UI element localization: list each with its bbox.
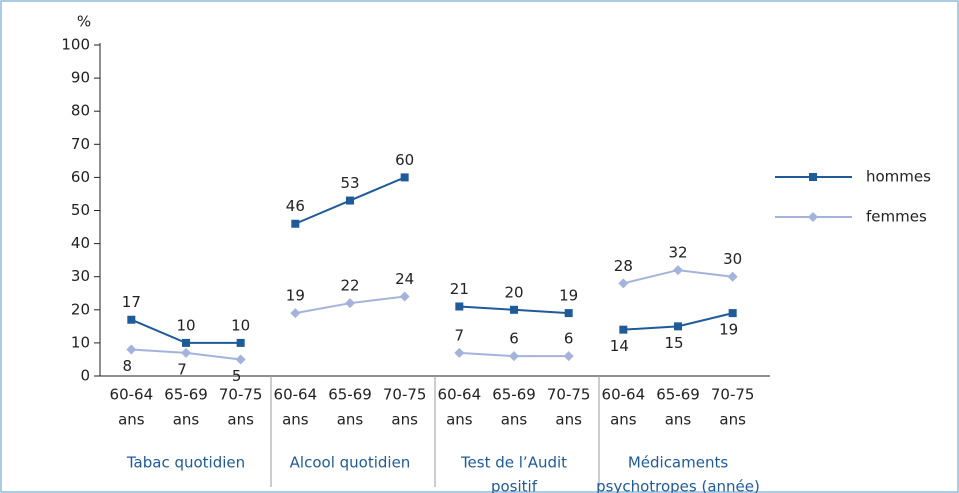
y-tick-label: 0 — [80, 367, 90, 385]
y-tick-label: 100 — [61, 36, 90, 54]
x-tick-label: ans — [118, 411, 145, 429]
y-tick-label: 40 — [71, 234, 90, 252]
marker — [727, 271, 738, 282]
marker — [346, 196, 354, 205]
legend-marker — [808, 212, 818, 222]
x-tick-label: 65-69 — [656, 386, 700, 404]
x-tick-label: 70-75 — [711, 386, 755, 404]
marker — [127, 315, 136, 324]
x-tick-label: ans — [665, 411, 692, 429]
data-label: 19 — [286, 287, 305, 305]
data-label: 10 — [231, 316, 250, 334]
y-tick-label: 60 — [71, 168, 90, 186]
x-tick-label: ans — [337, 411, 364, 429]
marker — [455, 302, 464, 311]
legend-label: hommes — [866, 168, 931, 186]
group-label: Médicaments — [628, 454, 729, 472]
data-label: 6 — [509, 330, 519, 348]
group-label: Tabac quotidien — [126, 454, 245, 472]
marker — [399, 291, 410, 302]
y-tick-label: 20 — [71, 300, 90, 318]
data-label: 30 — [723, 250, 742, 268]
x-tick-label: ans — [719, 411, 746, 429]
x-tick-label: ans — [446, 411, 473, 429]
group-label: Alcool quotidien — [290, 454, 411, 472]
y-tick-label: 70 — [71, 135, 90, 153]
x-tick-label: 65-69 — [492, 386, 536, 404]
data-label: 24 — [395, 270, 414, 288]
marker — [674, 322, 682, 331]
marker — [454, 347, 465, 358]
data-label: 32 — [668, 244, 687, 262]
group-label: psychotropes (année) — [596, 478, 760, 493]
data-label: 7 — [455, 326, 465, 344]
marker — [509, 351, 519, 362]
x-tick-label: 70-75 — [219, 386, 263, 404]
data-label: 21 — [450, 280, 469, 298]
y-tick-label: 50 — [71, 201, 90, 219]
x-tick-label: 65-69 — [164, 386, 208, 404]
marker — [619, 325, 628, 334]
marker — [728, 309, 737, 318]
group-label: Test de l’Audit — [460, 454, 567, 472]
marker — [291, 219, 300, 228]
data-label: 60 — [395, 151, 414, 169]
legend-label: femmes — [866, 208, 927, 226]
x-tick-label: 60-64 — [602, 386, 646, 404]
marker — [235, 354, 246, 365]
data-label: 14 — [610, 337, 629, 355]
data-label: 28 — [614, 257, 633, 275]
marker — [126, 344, 137, 355]
marker — [290, 308, 301, 319]
marker — [182, 338, 190, 347]
group-label: positif — [491, 478, 538, 493]
x-tick-label: ans — [173, 411, 200, 429]
marker — [236, 338, 245, 347]
marker — [618, 278, 629, 289]
data-label: 53 — [340, 174, 359, 192]
x-tick-label: 65-69 — [328, 386, 372, 404]
y-tick-label: 80 — [71, 102, 90, 120]
marker — [400, 173, 409, 182]
x-tick-label: ans — [391, 411, 418, 429]
data-label: 22 — [340, 277, 359, 295]
data-label: 46 — [286, 197, 305, 215]
x-tick-label: 70-75 — [547, 386, 591, 404]
data-label: 17 — [122, 293, 141, 311]
marker — [345, 298, 355, 309]
legend-marker — [809, 173, 817, 181]
data-label: 10 — [176, 316, 195, 334]
data-label: 19 — [559, 287, 578, 305]
x-tick-label: ans — [501, 411, 528, 429]
marker — [563, 351, 574, 362]
x-tick-label: 60-64 — [274, 386, 318, 404]
x-tick-label: ans — [610, 411, 637, 429]
data-label: 6 — [564, 330, 574, 348]
x-tick-label: ans — [282, 411, 309, 429]
x-tick-label: 60-64 — [438, 386, 482, 404]
y-tick-label: 90 — [71, 69, 90, 87]
data-label: 7 — [177, 360, 187, 378]
marker — [510, 305, 518, 314]
data-label: 15 — [664, 334, 683, 352]
x-tick-label: ans — [227, 411, 254, 429]
y-tick-label: 10 — [71, 333, 90, 351]
x-tick-label: 70-75 — [383, 386, 427, 404]
x-tick-label: 60-64 — [110, 386, 154, 404]
y-unit: % — [77, 13, 91, 31]
x-tick-label: ans — [555, 411, 582, 429]
data-label: 20 — [504, 283, 523, 301]
data-label: 8 — [123, 357, 133, 375]
marker — [181, 347, 191, 358]
marker — [673, 265, 683, 276]
data-label: 19 — [719, 321, 738, 339]
data-label: 5 — [232, 367, 242, 385]
marker — [564, 309, 573, 318]
y-tick-label: 30 — [71, 267, 90, 285]
